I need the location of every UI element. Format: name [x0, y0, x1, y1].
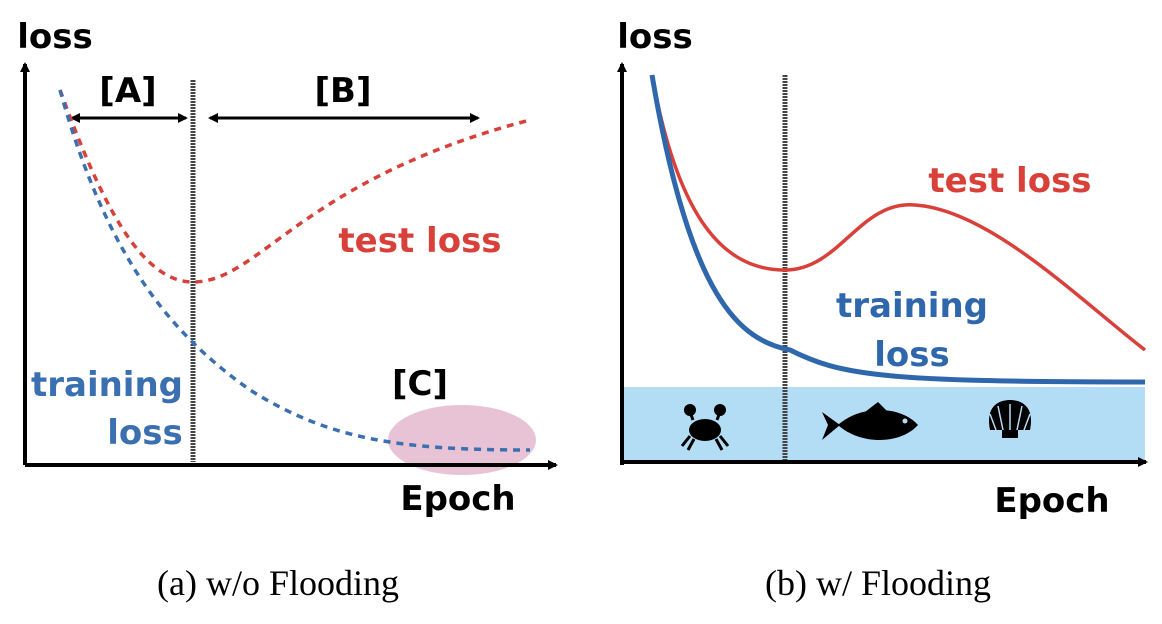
panel-b: loss Epoch test loss training loss (b) w…: [617, 17, 1148, 603]
test-label: test loss: [338, 221, 501, 261]
x-axis-label: Epoch: [400, 479, 515, 519]
annotation: [C]: [392, 364, 448, 404]
annotation: [B]: [315, 71, 372, 111]
caption: (a) w/o Flooding: [157, 563, 399, 603]
shell-icon: [989, 400, 1031, 438]
training-curve: [649, 74, 1146, 385]
caption: (b) w/ Flooding: [765, 563, 991, 603]
y-axis-label: loss: [17, 17, 93, 57]
training-label: training: [836, 286, 988, 326]
training-curve: [58, 89, 531, 452]
panel-a: loss Epoch [A] [B] [C] test loss trainin…: [17, 17, 558, 603]
fish-icon: [822, 402, 918, 440]
training-label: training: [31, 365, 183, 405]
test-curve: [58, 89, 531, 284]
test-curve: [650, 74, 1147, 352]
x-axis-label: Epoch: [994, 481, 1109, 521]
training-label: loss: [874, 335, 950, 375]
test-label: test loss: [928, 161, 1091, 201]
highlight-ellipse: [388, 405, 536, 475]
annotation: [A]: [99, 71, 156, 111]
crab-icon: [680, 404, 730, 451]
training-label: loss: [107, 413, 183, 453]
y-axis-label: loss: [617, 17, 693, 57]
